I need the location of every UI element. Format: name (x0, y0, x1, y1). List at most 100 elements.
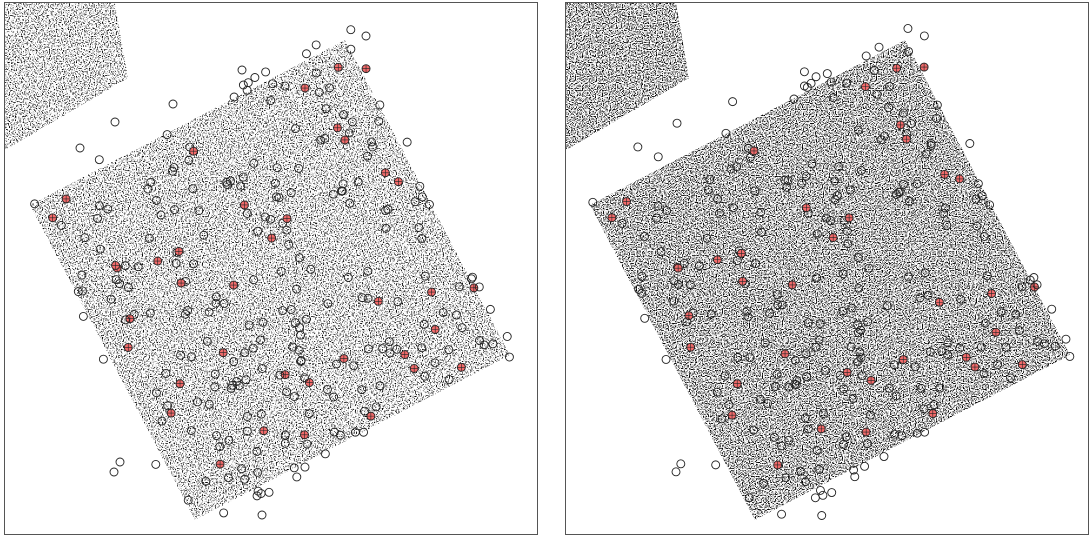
source-circle (289, 463, 299, 473)
source-circle (769, 432, 779, 442)
source-circle (286, 188, 296, 198)
source-circle (860, 461, 870, 471)
source-circle (919, 31, 929, 41)
crosshair (867, 376, 876, 385)
source-circle (799, 67, 809, 77)
source-circle (252, 491, 262, 501)
crosshair (340, 135, 349, 144)
source-circle (241, 375, 251, 385)
crosshair (1030, 282, 1039, 291)
source-circle (488, 339, 498, 349)
source-circle (363, 151, 372, 161)
crosshair (216, 460, 225, 469)
source-circle (806, 78, 816, 88)
source-circle (120, 315, 130, 325)
source-circle (728, 203, 738, 213)
source-circle (73, 287, 83, 297)
source-circle (884, 81, 894, 91)
crosshair (427, 288, 436, 297)
source-circle (1065, 351, 1075, 361)
crosshair (366, 412, 375, 421)
source-circle (202, 336, 212, 346)
source-circle (783, 176, 793, 186)
source-circle (724, 400, 734, 410)
source-circle (872, 89, 882, 99)
source-circle (935, 383, 945, 393)
source-circle (906, 119, 916, 129)
source-circle (993, 360, 1003, 370)
source-circle (671, 467, 681, 477)
source-circle (755, 394, 765, 404)
source-circle (904, 47, 913, 56)
source-circle (811, 342, 821, 352)
source-circle (257, 510, 267, 520)
source-circle (679, 259, 689, 268)
source-circle (260, 212, 270, 222)
source-circle (853, 320, 863, 330)
source-circle (264, 487, 274, 497)
crosshair (300, 430, 309, 439)
source-circle (879, 452, 889, 461)
source-circle (75, 143, 85, 153)
source-circle (346, 44, 356, 54)
source-circle (361, 31, 371, 41)
source-circle (286, 305, 296, 314)
source-circle (306, 264, 316, 274)
source-circle (145, 308, 155, 318)
source-circle (171, 258, 181, 268)
source-circle (183, 495, 193, 505)
source-circle (236, 181, 246, 191)
source-circle (215, 442, 225, 452)
source-circle (772, 290, 782, 300)
source-circle (444, 345, 454, 355)
source-circle (980, 318, 990, 328)
crosshair (153, 257, 162, 266)
source-circle (357, 293, 367, 303)
source-circle (378, 344, 388, 354)
source-circle (475, 335, 485, 345)
source-circle (363, 344, 373, 354)
source-circle (777, 509, 787, 519)
source-circle (841, 432, 851, 442)
source-circle (661, 354, 671, 364)
source-circle (272, 163, 282, 173)
source-circle (250, 73, 260, 82)
source-circle (323, 385, 332, 394)
source-circle (244, 320, 254, 330)
source-circle (784, 382, 794, 392)
source-circle (320, 133, 330, 143)
source-circle (673, 279, 683, 289)
source-circle (985, 200, 995, 210)
source-circle (257, 364, 267, 373)
source-circle (979, 369, 989, 378)
source-circle (210, 382, 220, 392)
source-circle (899, 108, 908, 118)
source-circle (371, 402, 381, 412)
source-circle (853, 357, 863, 367)
source-circle (430, 358, 440, 368)
source-circle (653, 152, 663, 162)
crosshair (991, 328, 1000, 337)
source-circle (765, 308, 775, 318)
source-circle (261, 67, 271, 77)
source-circle (1014, 326, 1024, 336)
source-circle (756, 207, 766, 217)
source-circle (1033, 337, 1043, 346)
source-circle (94, 201, 104, 211)
crosshair (843, 368, 852, 377)
source-circle (249, 158, 259, 168)
crosshair (622, 197, 631, 206)
source-circle (77, 270, 87, 280)
crosshair (333, 123, 342, 132)
crosshair (728, 411, 737, 420)
crosshair (334, 63, 343, 72)
source-circle (826, 216, 836, 226)
crosshair (300, 84, 309, 93)
source-circle (856, 325, 866, 335)
crosshair (737, 249, 746, 258)
source-circle (194, 206, 204, 216)
source-circle (884, 103, 894, 112)
crosshair (829, 233, 838, 242)
source-circle (161, 369, 171, 378)
source-circle (815, 485, 825, 495)
